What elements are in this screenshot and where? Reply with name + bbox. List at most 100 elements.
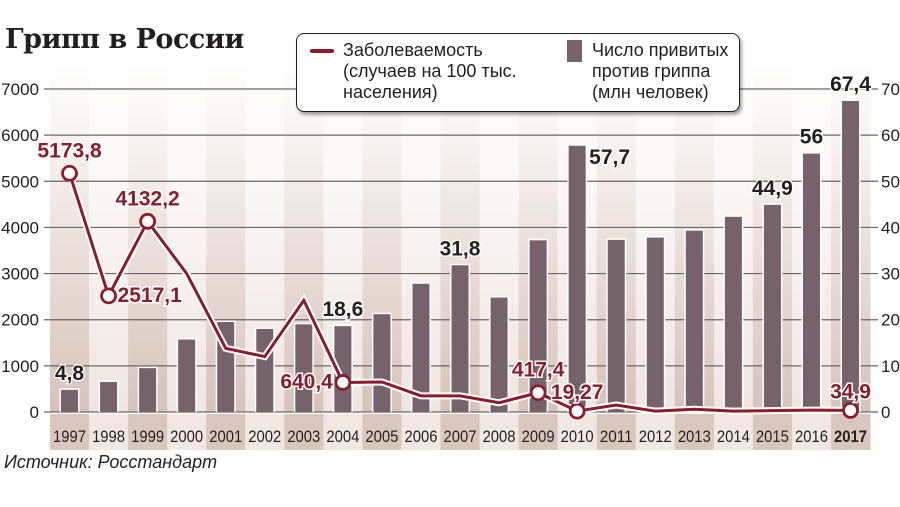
x-tick-label: 2010 [561, 427, 594, 446]
bar-value-label: 18,6 [322, 298, 363, 321]
right-tick-label: 30 [881, 265, 900, 284]
right-tick-label: 20 [881, 311, 900, 330]
legend: Заболеваемость (случаев на 100 тыс. насе… [296, 33, 740, 112]
x-tick-label: 1997 [53, 427, 86, 446]
year-cell [791, 414, 832, 450]
line-marker [100, 287, 117, 305]
left-tick-label: 2000 [1, 311, 39, 330]
line-marker [842, 401, 859, 419]
year-cell [752, 414, 793, 450]
year-cell [323, 414, 363, 450]
x-tick-label: 2001 [209, 427, 242, 446]
bar [178, 339, 196, 412]
year-cell [596, 414, 637, 450]
bar [724, 216, 742, 412]
bar [568, 145, 586, 412]
source-note: Источник: Росстандарт [4, 452, 218, 472]
x-tick-label: 2012 [639, 427, 672, 446]
bar [685, 230, 703, 412]
left-tick-label: 6000 [1, 126, 39, 145]
right-tick-label: 70 [881, 80, 900, 99]
x-tick-label: 1999 [131, 427, 164, 446]
bar [61, 389, 79, 412]
year-cell [284, 414, 324, 450]
year-cell [89, 414, 129, 450]
bar [256, 328, 274, 412]
bar [646, 237, 664, 412]
bar [451, 265, 469, 412]
left-tick-label: 3000 [1, 265, 39, 284]
x-tick-label: 2009 [522, 427, 555, 446]
bar [412, 283, 430, 412]
bar-value-label: 56 [800, 126, 823, 149]
left-axis: 0 1000 2000 3000 4000 5000 6000 7000 [1, 80, 39, 422]
left-tick-label: 1000 [1, 357, 39, 376]
x-tick-label: 2007 [444, 427, 477, 446]
right-tick-label: 0 [881, 403, 890, 422]
bar [763, 204, 781, 412]
line-marker [334, 374, 352, 391]
x-tick-label: 2000 [170, 427, 203, 446]
bar [842, 100, 860, 413]
x-tick-label: 2004 [326, 427, 359, 446]
year-cell [362, 414, 402, 450]
year-cell [557, 414, 598, 450]
x-tick-label: 2014 [717, 427, 750, 446]
x-tick-label: 2006 [404, 427, 437, 446]
bar [334, 326, 352, 412]
right-tick-label: 40 [881, 218, 900, 237]
year-cell [167, 414, 207, 450]
bar-value-label: 57,7 [589, 146, 630, 169]
x-tick-label: 2013 [678, 427, 711, 446]
year-cell [635, 414, 676, 450]
year-cell [440, 414, 481, 450]
column-band [89, 64, 129, 412]
x-tick-label: 2017 [834, 427, 867, 446]
line-value-label: 417,4 [512, 359, 565, 382]
legend-bar-label: Число привитых против гриппа (млн челове… [592, 40, 729, 102]
line-value-label: 4132,2 [116, 187, 180, 210]
bar [295, 324, 313, 412]
year-cell [50, 414, 90, 450]
year-cell [245, 414, 285, 450]
x-tick-label: 2005 [365, 427, 398, 446]
bar-value-label: 31,8 [440, 237, 481, 260]
data-labels: 5173,8 2517,1 4132,2 640,4 417,419,27 34,9 4,8… [36, 72, 873, 406]
line-marker [61, 164, 78, 182]
line-value-label: 5173,8 [37, 139, 102, 162]
left-tick-label: 5000 [1, 172, 39, 191]
line-marker [568, 402, 586, 420]
left-tick-label: 4000 [1, 218, 39, 237]
line-value-label: 640,4 [280, 370, 333, 393]
right-tick-label: 50 [881, 172, 900, 191]
bar [139, 368, 157, 412]
bar-value-label: 44,9 [752, 177, 793, 200]
bar [529, 240, 547, 412]
x-axis-labels: 1997 1998 1999 2000 2001 2002 2003 2004 2005 2006… [50, 414, 871, 450]
year-cell [206, 414, 246, 450]
x-tick-label: 2015 [756, 427, 789, 446]
x-tick-label: 2008 [483, 427, 516, 446]
year-cell [479, 414, 520, 450]
right-tick-label: 10 [881, 357, 900, 376]
right-axis: 0 10 20 30 40 50 60 70 [881, 80, 900, 422]
incidence-line [61, 164, 859, 420]
left-tick-label: 7000 [1, 80, 39, 99]
year-cell [674, 414, 715, 450]
legend-line-label: Заболеваемость (случаев на 100 тыс. насе… [343, 40, 517, 102]
line-value-label: 2517,1 [118, 284, 183, 307]
legend-line-swatch [310, 49, 334, 53]
incidence-polyline [68, 172, 851, 413]
right-tick-label: 60 [881, 126, 900, 145]
year-cell [518, 414, 559, 450]
bar-value-label: 4,8 [55, 362, 85, 385]
x-tick-label: 2011 [600, 427, 633, 446]
year-cell [401, 414, 441, 450]
x-tick-label: 1998 [92, 427, 125, 446]
bar [802, 153, 820, 412]
bar [373, 314, 391, 412]
left-tick-label: 0 [30, 403, 39, 422]
legend-bar-swatch [567, 40, 582, 62]
line-value-label: 34,9 [830, 380, 871, 403]
